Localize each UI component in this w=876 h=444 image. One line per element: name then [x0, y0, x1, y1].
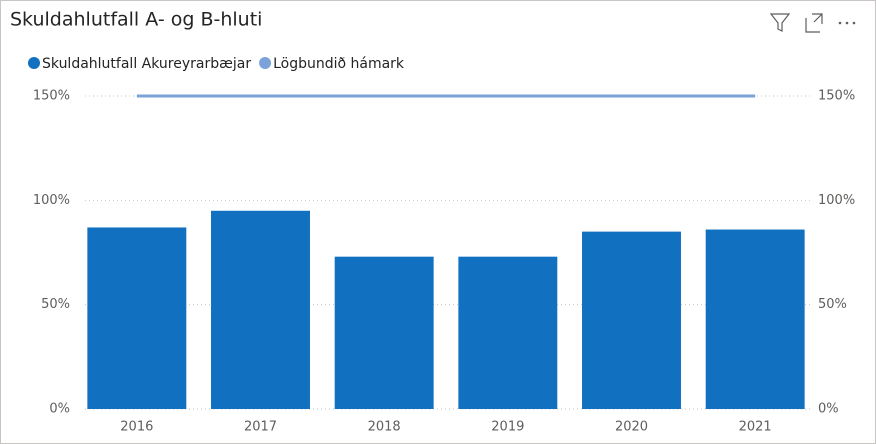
more-icon[interactable]	[838, 21, 856, 25]
y-tick-label: 50%	[41, 297, 70, 312]
y2-tick-label: 50%	[818, 297, 847, 312]
x-tick-label: 2020	[615, 420, 648, 435]
bar	[705, 229, 805, 409]
legend-label: Lögbundið hámark	[273, 56, 405, 72]
y2-tick-label: 100%	[818, 193, 855, 208]
x-tick-label: 2017	[244, 420, 277, 435]
y-tick-label: 0%	[49, 402, 70, 417]
y-tick-label: 100%	[33, 193, 70, 208]
y2-tick-label: 0%	[818, 402, 839, 417]
chart-title: Skuldahlutfall A- og B-hluti	[10, 9, 262, 31]
x-tick-label: 2018	[368, 420, 401, 435]
focus-icon[interactable]	[805, 13, 823, 33]
legend-marker	[28, 57, 40, 69]
y-tick-label: 150%	[33, 89, 70, 104]
bar	[211, 210, 310, 409]
filter-icon[interactable]	[769, 13, 791, 32]
bar	[87, 227, 187, 409]
y2-tick-label: 150%	[818, 89, 855, 104]
legend-label: Skuldahlutfall Akureyrarbæjar	[42, 56, 251, 72]
x-tick-label: 2016	[120, 420, 153, 435]
x-tick-label: 2019	[491, 420, 524, 435]
bar	[582, 231, 681, 409]
legend-marker	[259, 57, 272, 69]
toolbar[interactable]	[769, 13, 856, 33]
x-tick-label: 2021	[739, 420, 772, 435]
bar	[458, 256, 558, 409]
bar	[334, 256, 434, 409]
